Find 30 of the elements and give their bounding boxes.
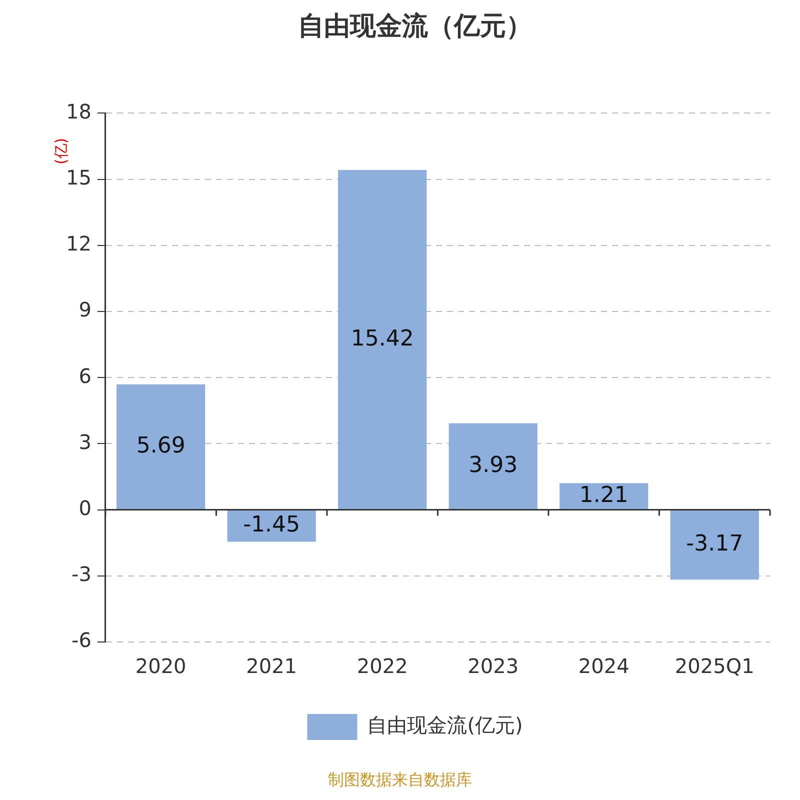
y-tick-label: 9 [78, 298, 92, 322]
x-tick-label: 2021 [246, 654, 298, 678]
legend-label: 自由现金流(亿元) [367, 713, 523, 738]
y-tick-label: 6 [78, 364, 92, 388]
bar [560, 483, 648, 510]
data-label: -3.17 [686, 532, 744, 557]
data-label: 5.69 [136, 434, 186, 459]
data-label: 3.93 [468, 452, 518, 478]
y-tick-label: -6 [71, 628, 92, 652]
data-label: -1.45 [243, 512, 300, 538]
bar [338, 170, 427, 510]
y-tick-label: 15 [66, 166, 92, 190]
y-tick-label: 0 [78, 496, 92, 520]
x-tick-label: 2025Q1 [674, 654, 754, 678]
x-tick-label: 2024 [578, 654, 630, 678]
y-tick-label: 12 [66, 232, 92, 256]
data-label: 15.42 [350, 326, 414, 352]
x-tick-label: 2022 [356, 654, 408, 678]
y-tick-label: 3 [78, 430, 92, 454]
y-tick-label: 18 [66, 99, 92, 124]
x-tick-label: 2020 [135, 654, 186, 678]
bar [448, 423, 538, 510]
bar [116, 384, 206, 510]
bar [670, 510, 759, 580]
data-label: 1.21 [579, 482, 628, 508]
chart-title: 自由现金流（亿元） [298, 11, 532, 42]
y-tick-label: -3 [71, 562, 92, 586]
text: 制图数据来自数据库 [327, 770, 473, 791]
y-axis-title: (亿) [52, 138, 70, 165]
x-tick-label: 2023 [468, 654, 519, 678]
